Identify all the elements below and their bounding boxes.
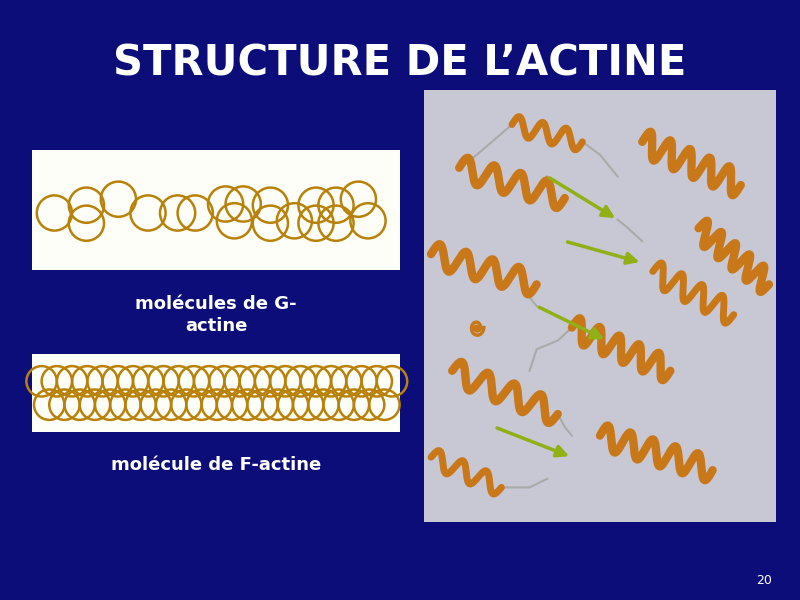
Text: 20: 20: [756, 574, 772, 587]
Text: molécules de G-
actine: molécules de G- actine: [135, 295, 297, 335]
FancyBboxPatch shape: [32, 150, 400, 270]
Text: STRUCTURE DE L’ACTINE: STRUCTURE DE L’ACTINE: [114, 42, 686, 84]
FancyBboxPatch shape: [32, 354, 400, 432]
FancyBboxPatch shape: [424, 90, 776, 522]
Text: molécule de F-actine: molécule de F-actine: [111, 456, 321, 474]
